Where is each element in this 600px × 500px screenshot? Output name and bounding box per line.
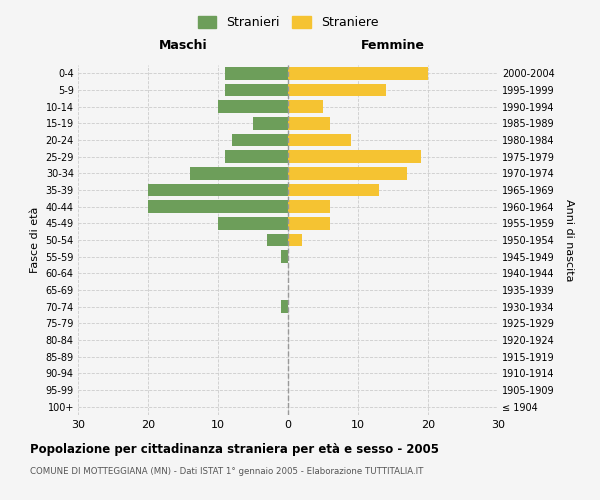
Bar [225,67,288,80]
Bar [225,84,288,96]
Bar [281,250,288,263]
Legend: Stranieri, Straniere: Stranieri, Straniere [193,11,383,34]
Bar [288,167,407,179]
Text: COMUNE DI MOTTEGGIANA (MN) - Dati ISTAT 1° gennaio 2005 - Elaborazione TUTTITALI: COMUNE DI MOTTEGGIANA (MN) - Dati ISTAT … [30,468,424,476]
Bar [218,217,288,230]
Bar [288,184,379,196]
Bar [288,217,330,230]
Bar [218,100,288,113]
Y-axis label: Fasce di età: Fasce di età [30,207,40,273]
Text: Maschi: Maschi [158,38,208,52]
Bar [288,117,330,130]
Bar [253,117,288,130]
Bar [288,134,351,146]
Bar [267,234,288,246]
Text: Popolazione per cittadinanza straniera per età e sesso - 2005: Popolazione per cittadinanza straniera p… [30,442,439,456]
Bar [288,84,386,96]
Bar [148,184,288,196]
Bar [148,200,288,213]
Bar [232,134,288,146]
Bar [288,67,428,80]
Y-axis label: Anni di nascita: Anni di nascita [565,198,574,281]
Bar [281,300,288,313]
Bar [288,150,421,163]
Text: Femmine: Femmine [361,38,425,52]
Bar [225,150,288,163]
Bar [190,167,288,179]
Bar [288,200,330,213]
Bar [288,100,323,113]
Bar [288,234,302,246]
